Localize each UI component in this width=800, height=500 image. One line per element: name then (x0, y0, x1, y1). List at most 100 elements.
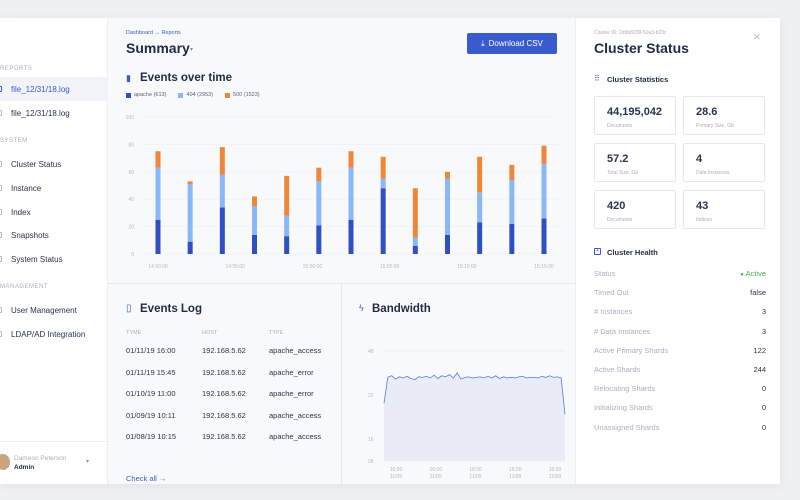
x-tick-label: 11/09 (430, 474, 442, 480)
sidebar-item-label: System Status (11, 254, 63, 264)
breadcrumb[interactable]: Dashboard → Reports (126, 30, 181, 36)
y-tick-label: 08 (368, 459, 374, 465)
status-icon (0, 256, 2, 262)
bandwidth-area (384, 373, 565, 461)
bar-segment-2[interactable] (348, 151, 354, 168)
bar-segment-2[interactable] (477, 156, 483, 193)
index-icon (0, 209, 2, 215)
sidebar-item-snapshots[interactable]: Snapshots (0, 223, 108, 247)
bar-segment-1[interactable] (541, 163, 547, 219)
bar-segment-0[interactable] (155, 219, 161, 254)
health-value-text: false (750, 288, 766, 298)
bar-segment-0[interactable] (509, 223, 515, 254)
sidebar-item-label: Snapshots (11, 230, 49, 240)
sidebar-item-ldap[interactable]: LDAP/AD Integration (0, 322, 108, 346)
stat-label: Primary Size, Gb (696, 123, 734, 129)
bar-segment-2[interactable] (509, 164, 515, 181)
bar-segment-1[interactable] (380, 178, 386, 189)
table-cell: 192.168.5.62 (202, 346, 246, 355)
bar-segment-2[interactable] (155, 151, 161, 168)
sidebar-item-system-status[interactable]: System Status (0, 247, 108, 271)
panel-title: Cluster Status (594, 40, 689, 56)
sidebar-item-label: User Management (11, 305, 77, 315)
page-title[interactable]: Summary (126, 40, 190, 56)
table-cell: 192.168.5.62 (202, 389, 246, 398)
y-tick-label: 32 (368, 393, 374, 399)
bar-segment-1[interactable] (412, 237, 418, 246)
user-menu[interactable]: Dameon Peterson Admin ▾ (0, 441, 108, 484)
bar-segment-0[interactable] (445, 234, 450, 254)
bar-segment-1[interactable] (155, 167, 161, 220)
table-cell: 01/11/19 15:45 (126, 367, 176, 377)
x-tick-label: 14:55:00 (225, 264, 245, 270)
x-tick-label: 16:00 (509, 467, 522, 473)
sidebar-item-report-2[interactable]: file_12/31/18.log (0, 101, 108, 125)
sidebar-item-cluster-status[interactable]: Cluster Status (0, 152, 108, 176)
x-tick-label: 16:00 (429, 467, 442, 473)
divider (341, 283, 342, 484)
bar-segment-0[interactable] (316, 225, 322, 254)
stat-card: 4 Data Instances (683, 143, 765, 182)
sidebar-item-report-1[interactable]: file_12/31/18.log (0, 77, 108, 101)
close-icon[interactable]: × (753, 29, 761, 44)
bar-segment-2[interactable] (541, 145, 547, 164)
bar-segment-0[interactable] (219, 207, 225, 254)
check-all-link[interactable]: Check all → (126, 474, 167, 483)
download-csv-button[interactable]: ⤓ Download CSV (467, 33, 557, 54)
sidebar-item-instance[interactable]: Instance (0, 176, 108, 200)
bar-segment-0[interactable] (541, 218, 547, 254)
bar-segment-2[interactable] (284, 175, 290, 216)
health-label: Relocating Shards (594, 384, 656, 394)
bar-segment-0[interactable] (252, 234, 257, 254)
bar-segment-0[interactable] (284, 236, 290, 254)
cluster-status-panel: Cluster ID: 2dbb8239-50a3-b23c Cluster S… (575, 18, 780, 484)
stat-label: Data Instances (696, 170, 730, 176)
title-chevron-down-icon[interactable]: ▾ (190, 47, 194, 53)
bar-segment-1[interactable] (509, 180, 515, 224)
bar-segment-1[interactable] (219, 174, 225, 208)
bar-segment-1[interactable] (445, 178, 450, 235)
bar-segment-1[interactable] (187, 184, 193, 242)
stat-card: 44,195,042 Documents (594, 96, 676, 135)
health-value-text: 0 (761, 384, 766, 394)
bar-segment-0[interactable] (477, 222, 483, 254)
avatar (0, 454, 10, 470)
bar-segment-2[interactable] (412, 188, 418, 238)
bar-segment-2[interactable] (445, 171, 450, 179)
sidebar-item-index[interactable]: Index (0, 200, 108, 224)
table-cell: 192.168.5.62 (202, 410, 246, 420)
bar-segment-2[interactable] (219, 147, 225, 175)
health-label: # Data Instances (594, 326, 651, 336)
bar-segment-1[interactable] (252, 206, 257, 235)
health-value-text: 3 (761, 307, 766, 317)
bar-segment-1[interactable] (316, 181, 322, 226)
bar-segment-0[interactable] (380, 188, 386, 254)
bar-segment-2[interactable] (380, 156, 386, 179)
chevron-down-icon[interactable]: ▾ (86, 459, 90, 465)
legend-404[interactable]: 404 (2953) (178, 92, 213, 98)
bar-segment-0[interactable] (412, 245, 418, 254)
server-icon (0, 161, 2, 167)
y-tick-label: 100 (126, 115, 135, 121)
legend-label: 500 (1523) (233, 92, 260, 98)
bandwidth-line (383, 372, 566, 415)
sidebar-item-user-management[interactable]: User Management (0, 298, 108, 322)
col-header-type: TYPE (269, 330, 284, 336)
bar-segment-2[interactable] (187, 181, 193, 185)
bar-segment-1[interactable] (348, 167, 354, 220)
bar-segment-0[interactable] (187, 241, 193, 254)
user-icon (0, 307, 2, 313)
bar-segment-1[interactable] (477, 192, 483, 223)
health-value: 0 (762, 423, 766, 432)
bar-segment-1[interactable] (284, 215, 290, 237)
y-tick-label: 16 (368, 437, 374, 443)
legend-500[interactable]: 500 (1523) (225, 92, 260, 98)
legend-apache[interactable]: apache (613) (126, 92, 166, 98)
events-over-time-title: Events over time (140, 72, 233, 84)
bar-segment-2[interactable] (252, 196, 257, 207)
bar-segment-0[interactable] (348, 219, 354, 254)
user-role: Admin (14, 464, 35, 471)
bar-segment-2[interactable] (316, 167, 322, 182)
bandwidth-chart: 0816324816:0011/0916:0011/0916:0011/0916… (368, 349, 566, 480)
status-dot-icon: ● (740, 272, 746, 278)
